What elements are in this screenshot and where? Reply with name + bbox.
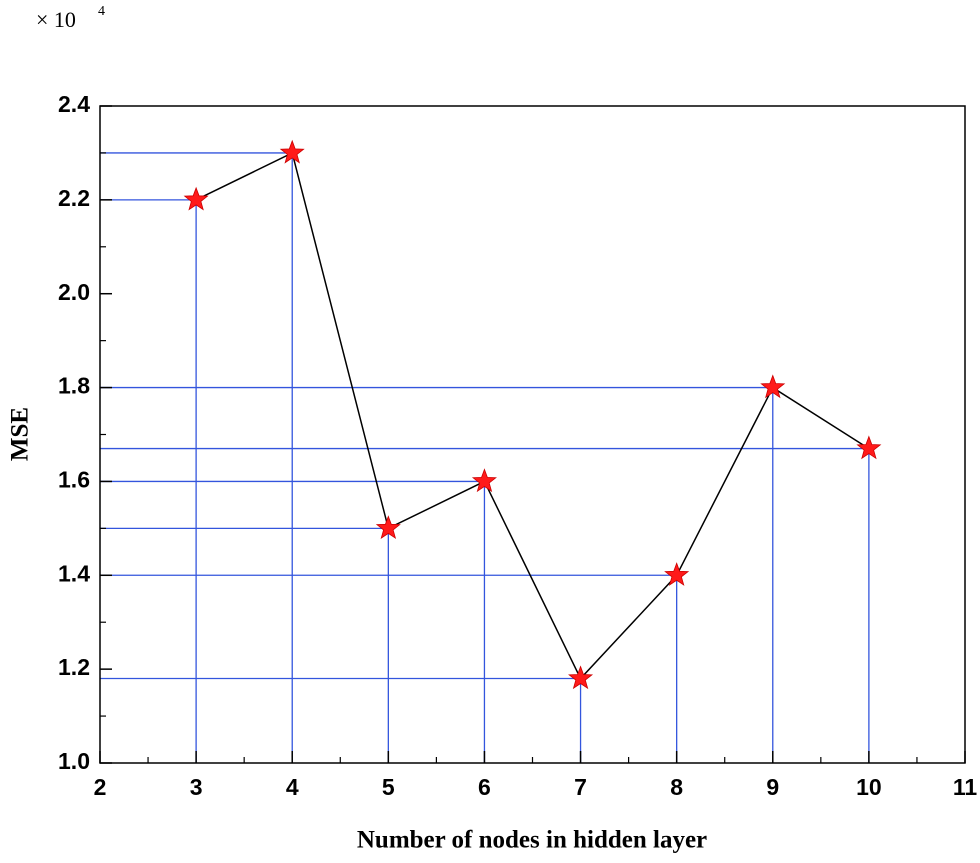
star-marker	[375, 515, 401, 540]
y-tick-label: 2.2	[58, 185, 90, 211]
x-tick-label: 6	[478, 774, 491, 800]
star-marker	[760, 374, 786, 399]
y-scale-label: × 10	[36, 7, 76, 32]
data-line	[195, 151, 870, 680]
y-tick-label: 1.6	[58, 467, 90, 493]
x-tick-label: 2	[94, 774, 107, 800]
star-marker	[664, 562, 690, 586]
star-marker	[568, 665, 594, 690]
star-marker	[471, 468, 497, 493]
y-axis-title: MSE	[7, 407, 34, 461]
star-marker	[856, 435, 882, 460]
x-tick-label: 9	[766, 774, 779, 800]
x-tick-label: 3	[190, 774, 203, 800]
x-tick-label: 11	[953, 774, 978, 800]
plot-frame	[99, 105, 966, 764]
y-tick-label: 1.0	[58, 748, 90, 774]
x-axis-title: Number of nodes in hidden layer	[357, 827, 707, 854]
y-tick-label: 1.2	[58, 654, 90, 680]
y-tick-label: 2.4	[58, 91, 90, 117]
x-tick-label: 5	[382, 774, 395, 800]
x-tick-label: 7	[574, 774, 587, 800]
y-tick-label: 1.8	[58, 373, 90, 399]
x-tick-label: 8	[670, 774, 683, 800]
y-scale-exponent: 4	[98, 4, 105, 19]
star-marker	[279, 139, 305, 164]
x-tick-label: 10	[856, 774, 882, 800]
x-tick-label: 4	[286, 774, 299, 800]
y-tick-label: 1.4	[58, 560, 90, 586]
star-marker	[183, 186, 209, 211]
y-tick-label: 2.0	[58, 279, 90, 305]
